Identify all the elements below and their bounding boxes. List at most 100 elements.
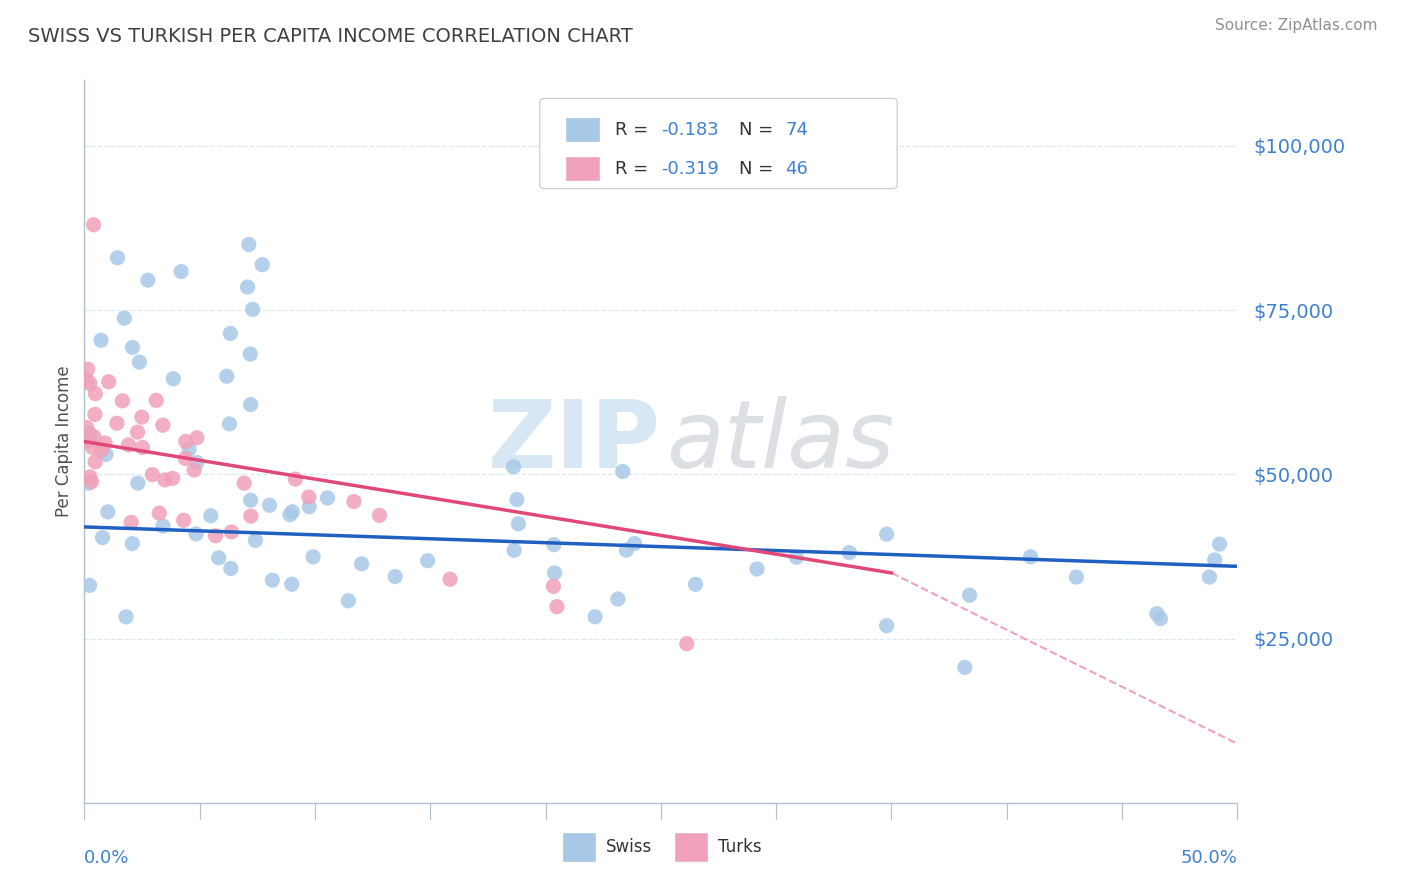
- Text: Source: ZipAtlas.com: Source: ZipAtlas.com: [1215, 18, 1378, 33]
- Point: [876, 619, 898, 633]
- Point: [131, 410, 153, 425]
- Point: [876, 527, 898, 541]
- Text: ZIP: ZIP: [488, 395, 661, 488]
- Point: [259, 498, 281, 512]
- Text: -0.319: -0.319: [661, 160, 718, 178]
- Text: 0.0%: 0.0%: [84, 849, 129, 867]
- Point: [76, 420, 98, 434]
- Point: [77, 432, 100, 446]
- Text: R =: R =: [614, 121, 654, 139]
- Point: [218, 417, 240, 431]
- Point: [302, 549, 325, 564]
- Point: [298, 490, 321, 504]
- Point: [82, 441, 104, 455]
- Point: [208, 550, 231, 565]
- Point: [221, 524, 243, 539]
- Point: [162, 471, 184, 485]
- Point: [91, 531, 114, 545]
- Point: [239, 398, 262, 412]
- Point: [215, 369, 238, 384]
- Point: [107, 251, 129, 265]
- Point: [262, 573, 284, 587]
- Point: [239, 347, 262, 361]
- Text: R =: R =: [614, 160, 654, 178]
- Point: [77, 476, 100, 491]
- Point: [121, 340, 143, 354]
- Point: [219, 561, 242, 575]
- Point: [121, 536, 143, 550]
- Point: [368, 508, 391, 523]
- Point: [141, 467, 163, 482]
- Point: [115, 610, 138, 624]
- Point: [1019, 549, 1042, 564]
- Point: [153, 473, 176, 487]
- Point: [503, 543, 526, 558]
- Point: [83, 430, 105, 444]
- Text: 74: 74: [786, 121, 808, 139]
- Point: [186, 431, 208, 445]
- Point: [131, 441, 153, 455]
- Point: [173, 513, 195, 527]
- Point: [337, 594, 360, 608]
- Point: [284, 472, 307, 486]
- Text: N =: N =: [740, 160, 779, 178]
- Point: [239, 493, 262, 508]
- Point: [80, 475, 103, 489]
- Point: [76, 373, 98, 387]
- Point: [145, 393, 167, 408]
- Point: [105, 416, 128, 430]
- Point: [508, 516, 530, 531]
- Point: [76, 434, 98, 448]
- Point: [94, 447, 117, 461]
- Point: [236, 280, 259, 294]
- Text: atlas: atlas: [666, 396, 894, 487]
- FancyBboxPatch shape: [675, 833, 707, 861]
- Point: [174, 451, 197, 466]
- Point: [543, 566, 565, 580]
- Point: [162, 372, 184, 386]
- Point: [278, 508, 301, 522]
- Point: [506, 492, 529, 507]
- Point: [238, 237, 260, 252]
- Point: [90, 443, 112, 458]
- Text: N =: N =: [740, 121, 779, 139]
- Point: [350, 557, 373, 571]
- Point: [1066, 570, 1088, 584]
- Text: Turks: Turks: [718, 838, 762, 855]
- Point: [959, 588, 981, 602]
- Point: [384, 569, 406, 583]
- Point: [83, 408, 105, 422]
- Point: [1208, 537, 1230, 551]
- Point: [250, 258, 273, 272]
- Point: [838, 546, 860, 560]
- Point: [543, 579, 565, 593]
- Point: [120, 516, 142, 530]
- FancyBboxPatch shape: [567, 118, 599, 141]
- Point: [79, 376, 101, 391]
- FancyBboxPatch shape: [540, 98, 897, 189]
- Text: -0.183: -0.183: [661, 121, 718, 139]
- Point: [583, 609, 606, 624]
- Point: [127, 476, 149, 491]
- Point: [186, 455, 208, 469]
- Point: [685, 577, 707, 591]
- Point: [94, 436, 117, 450]
- Point: [1146, 607, 1168, 621]
- Point: [1149, 612, 1171, 626]
- Point: [953, 660, 976, 674]
- Point: [242, 302, 264, 317]
- Point: [200, 508, 222, 523]
- FancyBboxPatch shape: [562, 833, 595, 861]
- Point: [76, 362, 98, 376]
- Point: [786, 550, 808, 565]
- Point: [79, 470, 101, 484]
- Point: [79, 426, 101, 441]
- Point: [219, 326, 242, 341]
- Point: [606, 592, 628, 607]
- Point: [416, 554, 439, 568]
- Point: [97, 375, 120, 389]
- Point: [84, 386, 107, 401]
- Point: [239, 509, 262, 524]
- Point: [127, 425, 149, 439]
- Point: [152, 418, 174, 433]
